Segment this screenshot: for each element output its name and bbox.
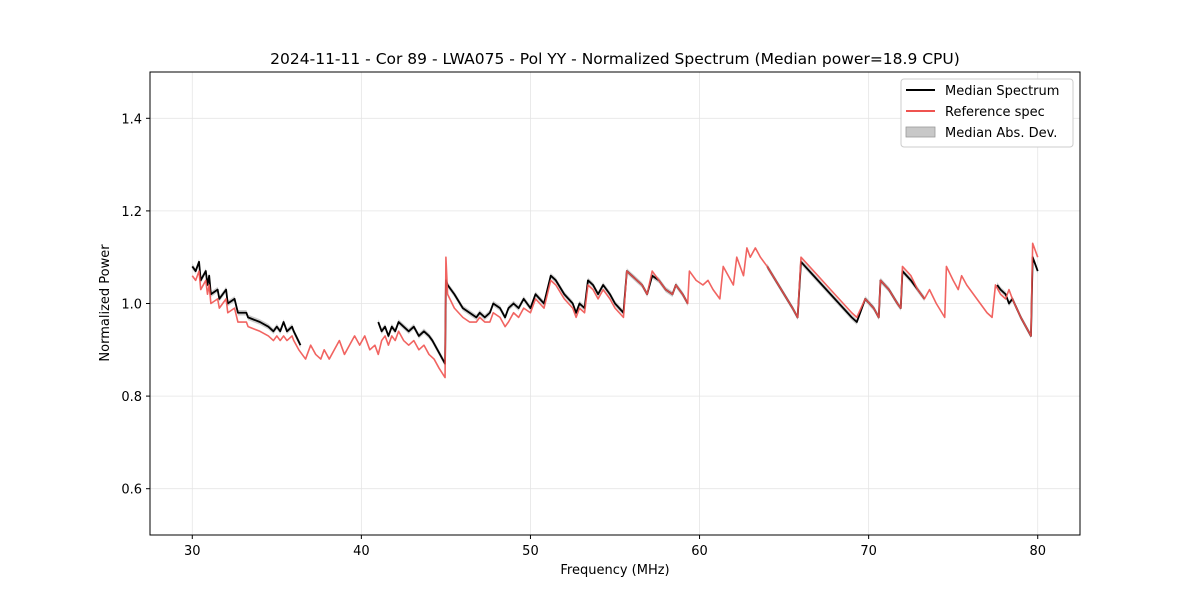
x-tick-label: 60 [691, 544, 708, 559]
y-tick-label: 0.8 [121, 390, 142, 405]
x-axis-label: Frequency (MHz) [560, 563, 669, 578]
y-axis-ticks: 0.6 0.8 1.0 1.2 1.4 [121, 112, 150, 498]
mad-band [378, 268, 688, 367]
y-tick-label: 0.6 [121, 483, 142, 498]
y-tick-label: 1.4 [121, 112, 142, 127]
x-tick-label: 80 [1029, 544, 1046, 559]
mad-band [997, 254, 1038, 339]
legend-mad-label: Median Abs. Dev. [945, 126, 1057, 141]
x-tick-label: 40 [353, 544, 370, 559]
x-tick-label: 50 [522, 544, 539, 559]
y-tick-label: 1.0 [121, 298, 142, 313]
y-axis-label: Normalized Power [98, 244, 113, 362]
median-spectrum-line [191, 260, 302, 346]
reference-spec-line [191, 242, 1039, 379]
legend: Median Spectrum Reference spec Median Ab… [900, 78, 1074, 148]
series-layer [191, 242, 1039, 379]
legend-mad-swatch [905, 126, 936, 138]
x-axis-ticks: 30 40 50 60 70 80 [184, 535, 1046, 559]
legend-median-label: Median Spectrum [945, 84, 1059, 99]
y-tick-label: 1.2 [121, 205, 142, 220]
x-tick-label: 30 [184, 544, 201, 559]
x-tick-label: 70 [860, 544, 877, 559]
chart-title: 2024-11-11 - Cor 89 - LWA075 - Pol YY - … [270, 50, 960, 68]
legend-reference-label: Reference spec [945, 105, 1045, 120]
legend-box [900, 78, 1074, 148]
